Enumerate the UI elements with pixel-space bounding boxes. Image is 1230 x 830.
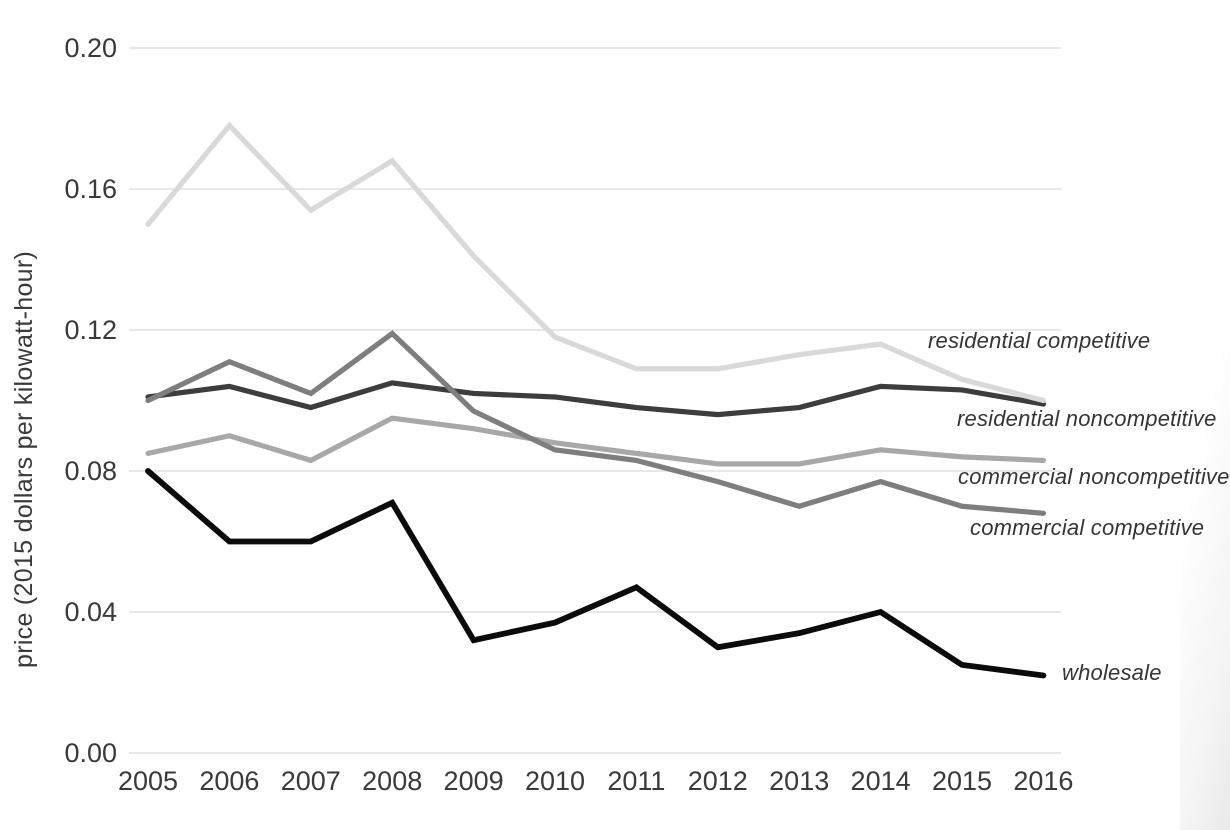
x-tick-label: 2008	[362, 766, 422, 796]
series-label-residential-noncompetitive: residential noncompetitive	[957, 406, 1217, 431]
series-line-residential-noncompetitive	[145, 380, 1047, 418]
series-line-residential-competitive	[145, 121, 1047, 404]
y-tick-label: 0.08	[64, 456, 117, 486]
x-tick-label: 2014	[851, 766, 911, 796]
series-label-residential-competitive: residential competitive	[928, 328, 1151, 353]
y-tick-label: 0.04	[64, 597, 117, 627]
series-line-wholesale	[145, 468, 1047, 679]
x-tick-label: 2007	[281, 766, 341, 796]
x-tick-label: 2013	[769, 766, 829, 796]
y-tick-label: 0.00	[64, 738, 117, 768]
x-tick-label: 2006	[199, 766, 259, 796]
y-axis-title: price (2015 dollars per kilowatt-hour)	[10, 250, 38, 668]
series-line-commercial-noncompetitive	[145, 415, 1047, 467]
series-label-wholesale: wholesale	[1062, 660, 1162, 685]
x-tick-label: 2015	[932, 766, 992, 796]
y-tick-label: 0.16	[64, 174, 117, 204]
x-tick-label: 2005	[118, 766, 178, 796]
series-label-commercial-competitive: commercial competitive	[970, 515, 1205, 540]
x-tick-label: 2012	[688, 766, 748, 796]
y-tick-label: 0.20	[64, 33, 117, 63]
x-tick-label: 2016	[1013, 766, 1073, 796]
y-tick-label: 0.12	[64, 315, 117, 345]
series-label-commercial-noncompetitive: commercial noncompetitive	[958, 464, 1230, 489]
x-tick-label: 2009	[444, 766, 504, 796]
series-line-commercial-competitive	[145, 330, 1047, 516]
x-tick-label: 2010	[525, 766, 585, 796]
x-tick-label: 2011	[607, 766, 665, 796]
